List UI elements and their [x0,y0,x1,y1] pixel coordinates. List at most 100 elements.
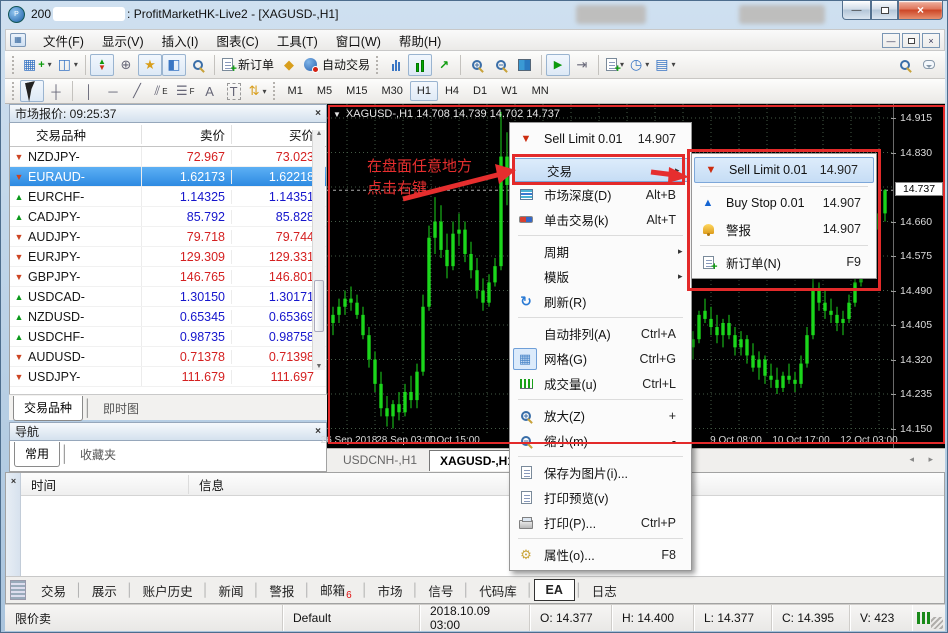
market-watch-row-eurjpy[interactable]: ▼ EURJPY- 129.309 129.331 [10,247,326,267]
line-chart-mode-button[interactable]: ↗ [432,54,456,76]
zoom-in-button[interactable]: + [465,54,489,76]
chart-system-icon[interactable]: ▦ [10,33,26,47]
market-watch-toggle-button[interactable]: ▲ ▼ [89,53,114,76]
market-watch-row-audusd[interactable]: ▼ AUDUSD- 0.71378 0.71398 [10,347,326,367]
terminal-tab-2[interactable]: 账户历史 [142,584,193,599]
text-label-tool-button[interactable]: T [222,80,246,102]
crosshair-tool-button[interactable]: ┼ [44,80,68,102]
trendline-tool-button[interactable]: ╱ [125,80,149,102]
timeframe-w1[interactable]: W1 [501,85,518,97]
context-menu-item-19[interactable]: 打印(P)... Ctrl+P [510,510,691,535]
context-menu-item-11[interactable]: ▦ 网格(G) Ctrl+G [510,346,691,371]
market-watch-row-usdcad[interactable]: ▲ USDCAD- 1.30150 1.30171 [10,287,326,307]
chart-tab-scroll-arrows[interactable]: ◂ ▸ [909,454,939,464]
market-watch-scrollbar[interactable]: ▲ ▼ [312,130,325,370]
context-menu-item-4[interactable]: 单击交易(k) Alt+T [510,207,691,232]
vertical-line-tool-button[interactable]: │ [77,80,101,102]
terminal-tab-10[interactable]: 日志 [591,584,617,599]
market-watch-row-eurchf[interactable]: ▲ EURCHF- 1.14325 1.14351 [10,187,326,207]
strategy-tester-button[interactable] [186,54,210,76]
terminal-tab-9[interactable]: EA [533,579,575,601]
zoom-out-button[interactable]: − [489,54,513,76]
navigator-tab-1[interactable]: 收藏夹 [80,448,117,462]
terminal-tab-6[interactable]: 市场 [377,584,403,599]
horizontal-line-tool-button[interactable]: ─ [101,80,125,102]
chart-tab-0[interactable]: USDCNH-,H1 [343,453,418,467]
chat-button[interactable] [917,54,941,76]
terminal-tab-5[interactable]: 邮箱6 [320,583,352,601]
trade-submenu-item-3[interactable]: 警报 14.907 [692,216,876,242]
metaeditor-button[interactable]: ◆ [277,54,301,76]
window-restore-button[interactable] [871,1,898,20]
market-watch-row-nzdusd[interactable]: ▲ NZDUSD- 0.65345 0.65369 [10,307,326,327]
navigator-toggle-button[interactable]: ★ [137,53,162,76]
timeframe-m30[interactable]: M30 [381,85,403,97]
data-window-button[interactable]: ⊕ [114,54,138,76]
fibonacci-tool-button[interactable]: ☰ F [176,83,195,98]
market-watch-row-usdchf[interactable]: ▲ USDCHF- 0.98735 0.98758 [10,327,326,347]
arrows-tool-button[interactable]: ⇅ ▾ [248,83,267,98]
timeframe-m15[interactable]: M15 [346,85,368,97]
navigator-close-icon[interactable]: × [315,426,321,437]
tile-windows-button[interactable] [513,54,537,76]
market-watch-row-gbpjpy[interactable]: ▼ GBPJPY- 146.765 146.801 [10,267,326,287]
context-menu-item-0[interactable]: ▼ Sell Limit 0.01 14.907 [510,126,691,151]
context-menu-item-7[interactable]: 模版 ▸ [510,264,691,289]
column-bid[interactable]: 卖价 [142,125,232,144]
toolbar-grip[interactable] [12,55,17,74]
market-watch-tab-1[interactable]: 即时图 [103,402,140,416]
market-watch-row-euraud[interactable]: ▼ EURAUD- 1.62173 1.62218 [10,167,326,187]
terminal-close-icon[interactable]: × [10,476,17,486]
autotrading-button[interactable]: 自动交易 [301,54,373,76]
bar-chart-mode-button[interactable] [384,54,408,76]
menubar-item-2[interactable]: 插入(I) [161,34,199,49]
column-message[interactable]: 信息 [199,478,225,493]
window-minimize-button[interactable]: — [842,1,871,20]
market-watch-tab-0[interactable]: 交易品种 [13,396,84,421]
market-watch-row-audjpy[interactable]: ▼ AUDJPY- 79.718 79.744 [10,227,326,247]
timeframe-mn[interactable]: MN [531,85,549,97]
cursor-tool-button[interactable] [20,80,44,102]
search-button[interactable] [893,54,917,76]
new-chart-button[interactable]: ▦ + ▾ [23,56,52,72]
terminal-tab-0[interactable]: 交易 [41,584,67,599]
menubar-item-6[interactable]: 帮助(H) [398,34,442,49]
window-close-button[interactable]: × [898,1,943,20]
navigator-tab-0[interactable]: 常用 [14,442,61,467]
context-menu-item-2[interactable]: 交易 ▸ [512,158,689,182]
chart-tab-1[interactable]: XAGUSD-,H1 [429,450,526,471]
terminal-tab-3[interactable]: 新闻 [218,584,244,599]
chart-shift-button[interactable]: ⇥ [570,54,594,76]
chart-dropdown-icon[interactable]: ▼ [333,109,341,119]
trade-submenu-item-5[interactable]: + 新订单(N) F9 [692,249,876,275]
context-menu-item-14[interactable]: + 放大(Z) + [510,403,691,428]
terminal-tab-7[interactable]: 信号 [428,584,454,599]
text-tool-button[interactable]: A [198,80,222,102]
context-menu-item-21[interactable]: ⚙ 属性(o)... F8 [510,542,691,567]
status-profile[interactable]: Default [283,605,420,631]
terminal-tab-1[interactable]: 展示 [91,584,117,599]
menubar-item-3[interactable]: 图表(C) [216,34,259,49]
context-menu-item-8[interactable]: ↻ 刷新(R) [510,289,691,314]
chart-minimize-button[interactable]: — [882,33,900,48]
terminal-toggle-button[interactable]: ◧ [161,53,186,76]
templates-button[interactable]: ▤ ▾ [655,56,676,72]
column-ask[interactable]: 买价 [288,129,314,143]
toolbar-grip[interactable] [272,82,278,100]
context-menu-item-18[interactable]: 打印预览(v) [510,485,691,510]
market-watch-close-icon[interactable]: × [315,108,321,119]
market-watch-row-nzdjpy[interactable]: ▼ NZDJPY- 72.967 73.023 [10,147,326,167]
timeframe-m1[interactable]: M1 [287,85,303,97]
terminal-tab-8[interactable]: 代码库 [479,584,517,599]
column-time[interactable]: 时间 [21,474,189,494]
context-menu-item-6[interactable]: 周期 ▸ [510,239,691,264]
context-menu-item-12[interactable]: 成交量(u) Ctrl+L [510,371,691,396]
menubar-item-5[interactable]: 窗口(W) [335,34,381,49]
timeframe-h1[interactable]: H1 [409,81,438,101]
timeframe-h4[interactable]: H4 [444,85,460,97]
menubar-item-0[interactable]: 文件(F) [43,34,84,49]
market-watch-row-cadjpy[interactable]: ▲ CADJPY- 85.792 85.828 [10,207,326,227]
profiles-button[interactable]: ◫ ▾ [57,56,78,72]
context-menu-item-10[interactable]: 自动排列(A) Ctrl+A [510,321,691,346]
indicators-button[interactable]: + ▾ [603,54,627,76]
